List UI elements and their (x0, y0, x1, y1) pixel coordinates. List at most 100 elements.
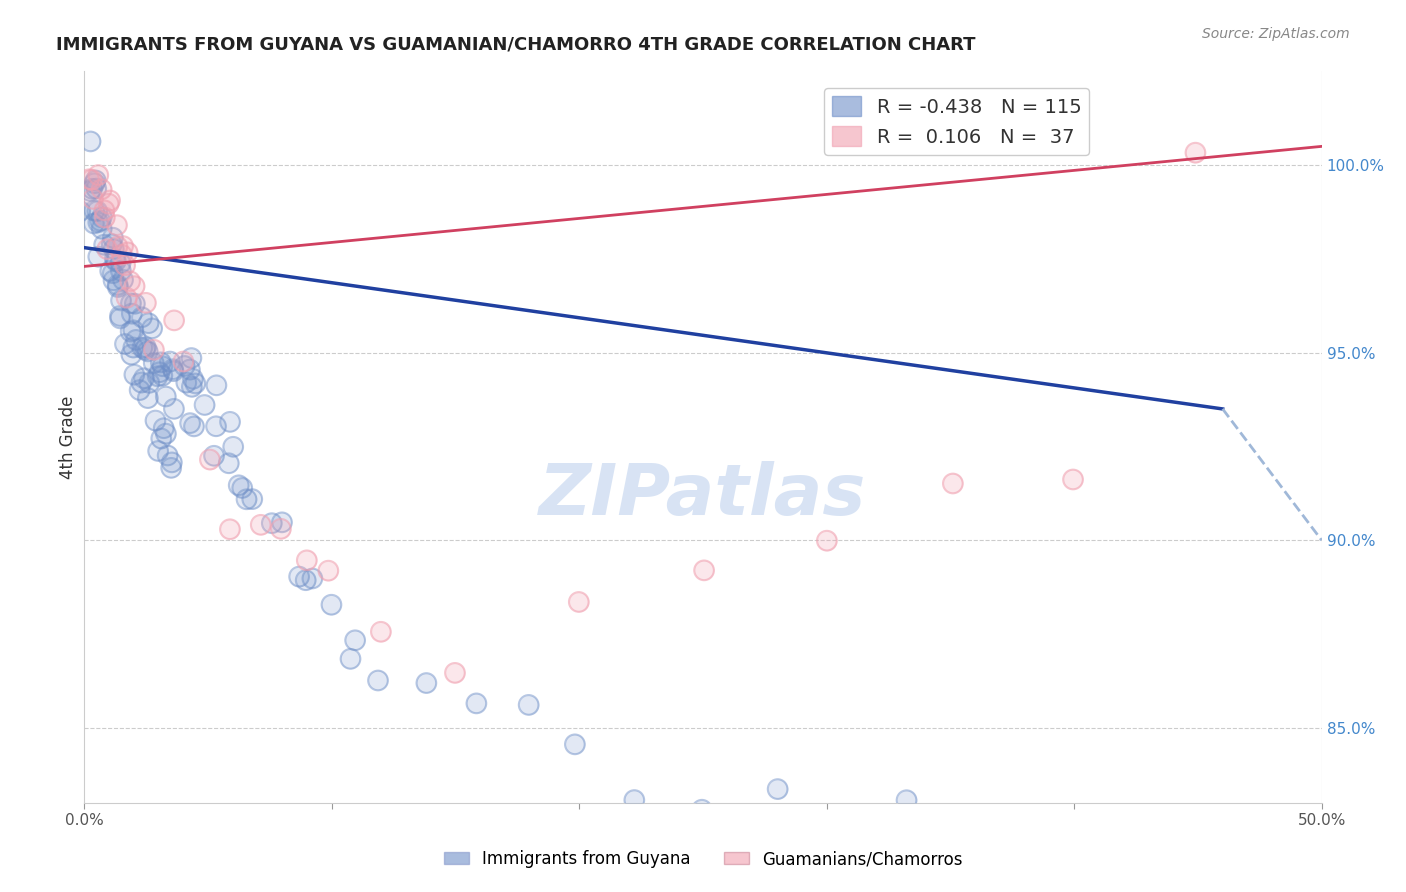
Point (344, 633, 367, 648)
Point (205, 378, 228, 392)
Point (131, 376, 153, 390)
Point (115, 291, 138, 305)
Point (122, 323, 145, 337)
Point (135, 295, 157, 310)
Point (121, 307, 143, 321)
Point (107, 280, 129, 294)
Point (152, 421, 174, 435)
Point (124, 297, 146, 311)
Point (120, 274, 142, 288)
Point (142, 343, 165, 357)
Point (219, 522, 242, 536)
Point (184, 376, 207, 391)
Point (181, 372, 204, 386)
Point (120, 296, 142, 310)
Point (1184, 145, 1206, 160)
Point (180, 351, 202, 365)
Point (146, 444, 169, 458)
Point (138, 316, 160, 330)
Point (142, 356, 165, 370)
Point (564, 737, 586, 751)
Point (988, 821, 1011, 835)
Point (120, 325, 142, 339)
Point (179, 362, 201, 376)
Point (120, 296, 142, 310)
Point (260, 516, 283, 531)
Point (77, 172, 100, 186)
Point (136, 344, 159, 359)
Point (1062, 473, 1084, 487)
Point (821, 808, 844, 822)
Point (69, 204, 91, 219)
Point (104, 252, 127, 266)
Point (160, 455, 183, 469)
Point (114, 258, 136, 272)
Point (517, 698, 540, 712)
Point (174, 376, 197, 390)
Point (80, 182, 103, 196)
Point (222, 440, 245, 454)
Point (128, 383, 150, 397)
Point (110, 256, 132, 270)
Point (124, 368, 146, 382)
Point (131, 310, 153, 325)
Point (107, 280, 129, 294)
Point (101, 230, 124, 244)
Point (80, 182, 103, 196)
Point (240, 492, 263, 507)
Point (98, 194, 121, 208)
Point (87, 215, 110, 229)
Point (1064, 847, 1087, 862)
Point (80, 173, 103, 187)
Point (205, 419, 228, 434)
Point (105, 218, 128, 232)
Point (193, 398, 215, 412)
Point (122, 341, 145, 355)
Point (141, 321, 163, 335)
Point (120, 347, 142, 361)
Point (87, 168, 110, 182)
Point (370, 624, 392, 639)
Point (465, 697, 488, 711)
Point (110, 256, 132, 270)
Point (111, 248, 134, 262)
Point (94, 211, 117, 225)
Point (162, 364, 184, 378)
Point (136, 344, 159, 359)
Point (87, 215, 110, 229)
Point (218, 456, 240, 470)
Point (222, 440, 245, 454)
Point (623, 793, 645, 807)
Point (318, 564, 340, 578)
Point (270, 522, 292, 536)
Point (125, 333, 148, 347)
Point (568, 595, 591, 609)
Point (103, 273, 125, 287)
Point (1062, 473, 1084, 487)
Point (205, 378, 228, 392)
Point (228, 478, 250, 492)
Point (693, 563, 716, 577)
Point (180, 380, 202, 394)
Point (134, 343, 156, 357)
Point (172, 354, 194, 368)
Point (821, 808, 844, 822)
Point (249, 517, 271, 532)
Point (136, 391, 159, 405)
Point (159, 354, 181, 368)
Point (89, 213, 111, 227)
Point (97, 196, 120, 211)
Point (89, 213, 111, 227)
Point (103, 273, 125, 287)
Text: ZIPatlas: ZIPatlas (540, 461, 866, 530)
Point (136, 391, 159, 405)
Point (155, 426, 177, 441)
Point (444, 665, 467, 680)
Point (93, 237, 115, 252)
Point (131, 310, 153, 325)
Point (77, 172, 100, 186)
Point (117, 245, 139, 260)
Point (107, 277, 129, 292)
Point (942, 476, 965, 491)
Point (104, 254, 127, 268)
